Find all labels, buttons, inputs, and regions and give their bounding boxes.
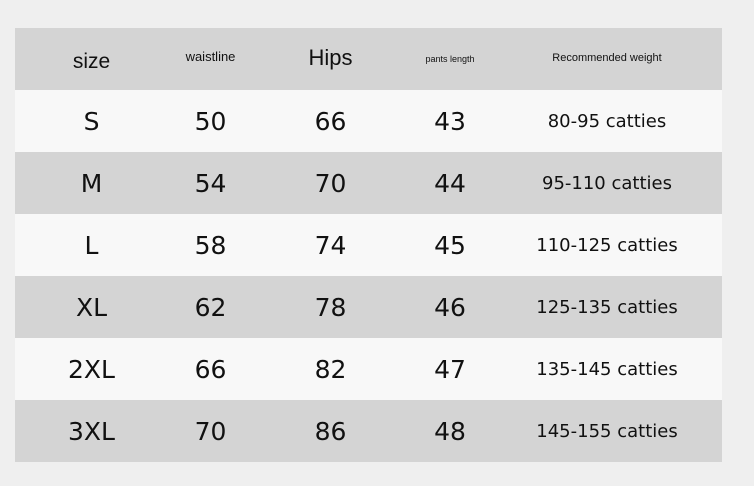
cell-size: 3XL [68,416,115,446]
cell-pants-length: 48 [434,416,466,446]
cell-size: L [84,230,99,260]
table-row: L 58 74 45 110-125 catties [15,214,722,276]
cell-hips: 70 [314,168,347,198]
cell-pants-length: 45 [434,230,466,260]
cell-recommended-weight: 135-145 catties [536,358,678,380]
header-row: size waistline Hips pants length Recomme… [15,28,722,90]
header-pants-length: pants length [425,54,475,64]
cell-hips: 66 [314,106,347,136]
cell-hips: 74 [314,230,347,260]
table-row: 2XL 66 82 47 135-145 catties [15,338,722,400]
cell-hips: 78 [314,292,347,322]
cell-size: S [83,106,100,136]
header-size: size [72,50,111,73]
table-row: S 50 66 43 80-95 catties [15,90,722,152]
cell-waistline: 58 [194,230,227,260]
size-chart-table: size waistline Hips pants length Recomme… [15,28,722,462]
cell-pants-length: 43 [434,106,466,136]
cell-pants-length: 47 [434,354,466,384]
header-waistline: waistline [185,48,236,64]
cell-recommended-weight: 80-95 catties [547,110,667,132]
cell-size: M [80,168,103,198]
cell-hips: 82 [314,354,347,384]
cell-size: XL [75,292,108,322]
cell-waistline: 62 [194,292,227,322]
cell-waistline: 66 [194,354,227,384]
table-row: XL 62 78 46 125-135 catties [15,276,722,338]
table-row: 3XL 70 86 48 145-155 catties [15,400,722,462]
cell-recommended-weight: 95-110 catties [542,172,672,194]
cell-pants-length: 44 [434,168,466,198]
cell-recommended-weight: 145-155 catties [536,420,678,442]
cell-recommended-weight: 110-125 catties [536,234,678,256]
cell-waistline: 54 [194,168,227,198]
cell-size: 2XL [68,354,115,384]
cell-recommended-weight: 125-135 catties [536,296,678,318]
cell-waistline: 70 [194,416,227,446]
header-recommended-weight: Recommended weight [552,52,662,64]
header-hips: Hips [308,45,353,70]
table-row: M 54 70 44 95-110 catties [15,152,722,214]
cell-pants-length: 46 [434,292,466,322]
cell-waistline: 50 [194,106,227,136]
cell-hips: 86 [314,416,347,446]
